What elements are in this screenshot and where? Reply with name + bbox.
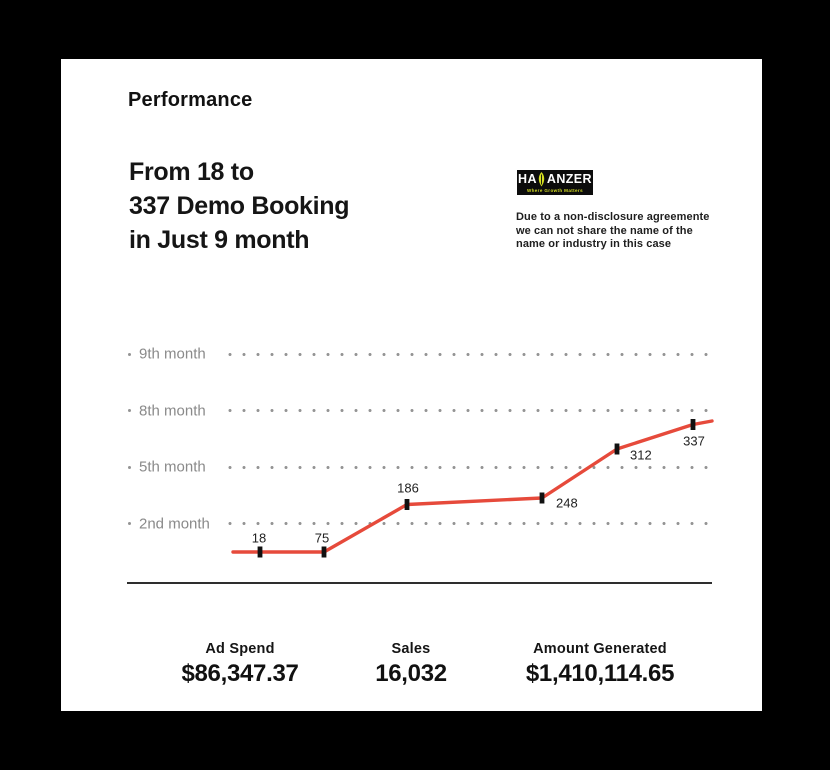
havanzer-logo: HA ANZER Where Growth Matters bbox=[517, 170, 593, 195]
disclaimer-text: Due to a non-disclosure agreemente we ca… bbox=[516, 211, 710, 252]
performance-card: Performance From 18 to 337 Demo Booking … bbox=[61, 59, 762, 711]
gridline-bullet bbox=[128, 352, 131, 356]
dotted-gridline bbox=[223, 409, 712, 412]
gridline-label: 9th month bbox=[139, 345, 206, 363]
stat-label: Sales bbox=[391, 641, 431, 657]
leaf-icon bbox=[537, 172, 547, 187]
disclaimer-line-2: we can not share the name of the bbox=[516, 224, 693, 237]
data-point-marker bbox=[321, 546, 327, 558]
data-point-label: 337 bbox=[683, 433, 705, 449]
disclaimer-line-1: Due to a non-disclosure agreemente bbox=[516, 211, 710, 223]
data-point-label: 75 bbox=[314, 530, 330, 546]
headline-line-2: 337 Demo Booking bbox=[129, 192, 350, 220]
stat-value: 16,032 bbox=[375, 660, 447, 687]
logo-wordmark: HA ANZER bbox=[518, 172, 592, 187]
gridline-label: 5th month bbox=[139, 458, 206, 476]
page-title: Performance bbox=[128, 89, 253, 111]
disclaimer-line-3: name or industry in this case bbox=[516, 238, 672, 250]
headline: From 18 to 337 Demo Booking in Just 9 mo… bbox=[129, 155, 350, 257]
stat-amount-generated: Amount Generated $1,410,114.65 bbox=[525, 641, 675, 688]
logo-text-left: HA bbox=[518, 172, 537, 187]
stat-value: $1,410,114.65 bbox=[525, 660, 675, 687]
gridline-label: 2nd month bbox=[139, 515, 210, 532]
x-axis-line bbox=[127, 582, 712, 584]
line-chart-svg bbox=[231, 419, 714, 558]
headline-line-1: From 18 to bbox=[129, 158, 254, 186]
data-point-label: 248 bbox=[556, 495, 578, 511]
data-point-label: 186 bbox=[397, 480, 419, 496]
gridline-bullet bbox=[128, 409, 131, 412]
data-point-label: 18 bbox=[251, 530, 267, 546]
headline-line-3: in Just 9 month bbox=[129, 226, 310, 254]
dotted-gridline bbox=[223, 352, 712, 356]
data-point-marker bbox=[539, 492, 545, 504]
data-point-marker bbox=[614, 443, 620, 455]
data-point-label: 312 bbox=[630, 447, 652, 463]
gridline-bullet bbox=[128, 522, 131, 525]
stat-sales: Sales 16,032 bbox=[375, 641, 447, 688]
stat-value: $86,347.37 bbox=[181, 660, 299, 687]
gridline-bullet bbox=[128, 465, 131, 469]
logo-text-right: ANZER bbox=[546, 172, 592, 187]
logo-tagline: Where Growth Matters bbox=[526, 188, 583, 193]
data-point-marker bbox=[690, 419, 696, 430]
stat-label: Ad Spend bbox=[205, 641, 275, 657]
data-point-marker bbox=[257, 546, 263, 558]
chart-layer: 18 75 186 248 312 337 bbox=[61, 59, 762, 711]
gridline-label: 8th month bbox=[139, 402, 206, 419]
stat-ad-spend: Ad Spend $86,347.37 bbox=[181, 641, 298, 688]
stat-label: Amount Generated bbox=[533, 641, 667, 657]
data-point-marker bbox=[404, 499, 410, 510]
